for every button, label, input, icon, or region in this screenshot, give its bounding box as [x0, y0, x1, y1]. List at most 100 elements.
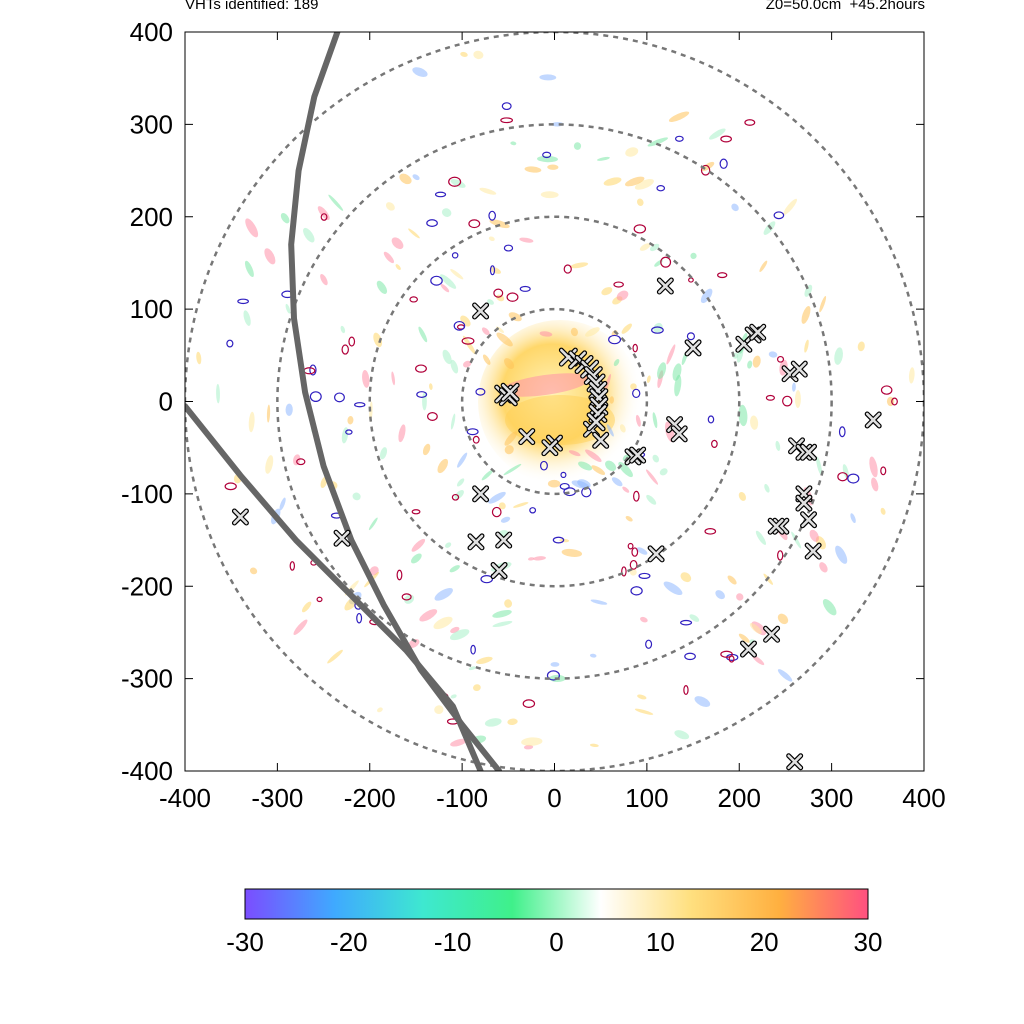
field-blob — [589, 653, 597, 658]
field-blob — [822, 599, 837, 616]
vht-marker-fill — [496, 532, 511, 548]
field-blob — [449, 565, 460, 573]
contour-cell — [674, 135, 684, 142]
y-tick-label: 100 — [130, 294, 173, 324]
contour-cell — [613, 281, 624, 288]
vht-marker-fill — [648, 546, 664, 562]
contour-cell — [224, 482, 237, 491]
field-blob — [395, 264, 401, 270]
field-blob — [450, 413, 456, 430]
field-blob — [484, 718, 502, 727]
field-blob — [411, 553, 422, 564]
field-blob — [791, 531, 802, 549]
field-blob — [752, 355, 761, 368]
field-blob — [510, 141, 517, 146]
contour-cell — [356, 612, 363, 624]
contour-cell — [838, 426, 846, 438]
contour-cell — [776, 355, 785, 363]
contour-cell — [683, 685, 689, 695]
field-blob — [504, 599, 513, 608]
contour-cell — [501, 102, 512, 111]
field-blob — [625, 515, 633, 522]
contour-cell — [744, 119, 756, 126]
field-blob — [399, 173, 412, 185]
field-blob — [280, 213, 290, 224]
contour-cell — [500, 117, 514, 124]
field-blob — [450, 269, 464, 280]
vht-marker — [739, 640, 757, 658]
x-tick-label: 0 — [547, 783, 561, 813]
field-blob — [777, 669, 793, 682]
field-blob — [625, 147, 639, 157]
x-axis: -400 -300 -200 -100 0 100 200 300 400 — [159, 32, 946, 813]
contour-cell — [309, 391, 322, 403]
contour-cell — [720, 135, 732, 143]
field-blob — [285, 403, 293, 416]
vht-marker-fill — [782, 366, 798, 382]
contour-cell — [237, 298, 249, 305]
field-blob — [540, 191, 559, 199]
range-ring — [368, 215, 741, 588]
vht-marker — [629, 446, 647, 464]
field-blob — [279, 497, 286, 511]
field-blob — [657, 362, 667, 379]
y-tick-label: 300 — [130, 109, 173, 139]
field-blob — [639, 243, 651, 251]
field-blob — [783, 198, 798, 215]
field-blob — [755, 530, 767, 545]
contour-cell — [782, 395, 793, 407]
contour-cell — [700, 164, 711, 176]
contour-cell — [396, 569, 403, 581]
field-blob — [637, 694, 647, 700]
field-blob — [489, 266, 501, 274]
field-blob — [646, 494, 657, 505]
vht-marker — [495, 531, 513, 549]
colorbar-tick-label: 30 — [854, 927, 883, 957]
field-blob — [690, 252, 697, 260]
contour-cell — [334, 392, 345, 403]
field-blob — [196, 351, 202, 365]
field-blob — [616, 290, 629, 301]
field-blob — [749, 623, 762, 634]
contour-cell — [645, 639, 653, 649]
field-blob — [652, 454, 660, 463]
vht-marker — [670, 425, 688, 443]
field-blob — [266, 404, 271, 423]
vht-marker-fill — [791, 361, 807, 377]
field-blob — [385, 202, 395, 211]
field-blob — [603, 374, 611, 393]
field-blob — [759, 260, 768, 273]
vht-marker-fill — [334, 530, 350, 546]
field-blob — [634, 708, 654, 715]
field-blob — [341, 427, 349, 444]
field-blob — [622, 486, 630, 493]
field-blob — [537, 155, 559, 163]
field-blob — [816, 456, 823, 476]
x-tick-label: -200 — [344, 783, 396, 813]
field-blob — [561, 548, 583, 557]
field-blob — [481, 327, 490, 336]
vht-marker — [786, 753, 804, 771]
contour-cell — [660, 256, 672, 268]
field-blob — [775, 440, 781, 451]
contour-cell — [765, 394, 775, 401]
field-blob — [379, 447, 388, 460]
vht-marker-fill — [519, 429, 535, 444]
contour-cell — [837, 472, 848, 482]
colorbar: -30 -20 -10 0 10 20 30 — [226, 888, 883, 957]
field-blob — [468, 666, 477, 671]
field-blob — [327, 649, 343, 664]
field-blob — [519, 237, 534, 243]
contour-cell — [345, 429, 353, 435]
field-blob — [440, 283, 450, 293]
field-blob — [450, 694, 457, 699]
field-blob — [694, 696, 711, 707]
vht-marker-fill — [667, 417, 682, 432]
storm-tracks — [185, 32, 503, 771]
colorbar-tick-label: -20 — [330, 927, 368, 957]
field-blob — [340, 325, 346, 334]
field-blob — [752, 655, 765, 666]
contour-cell — [348, 336, 356, 347]
field-blob — [440, 274, 457, 289]
